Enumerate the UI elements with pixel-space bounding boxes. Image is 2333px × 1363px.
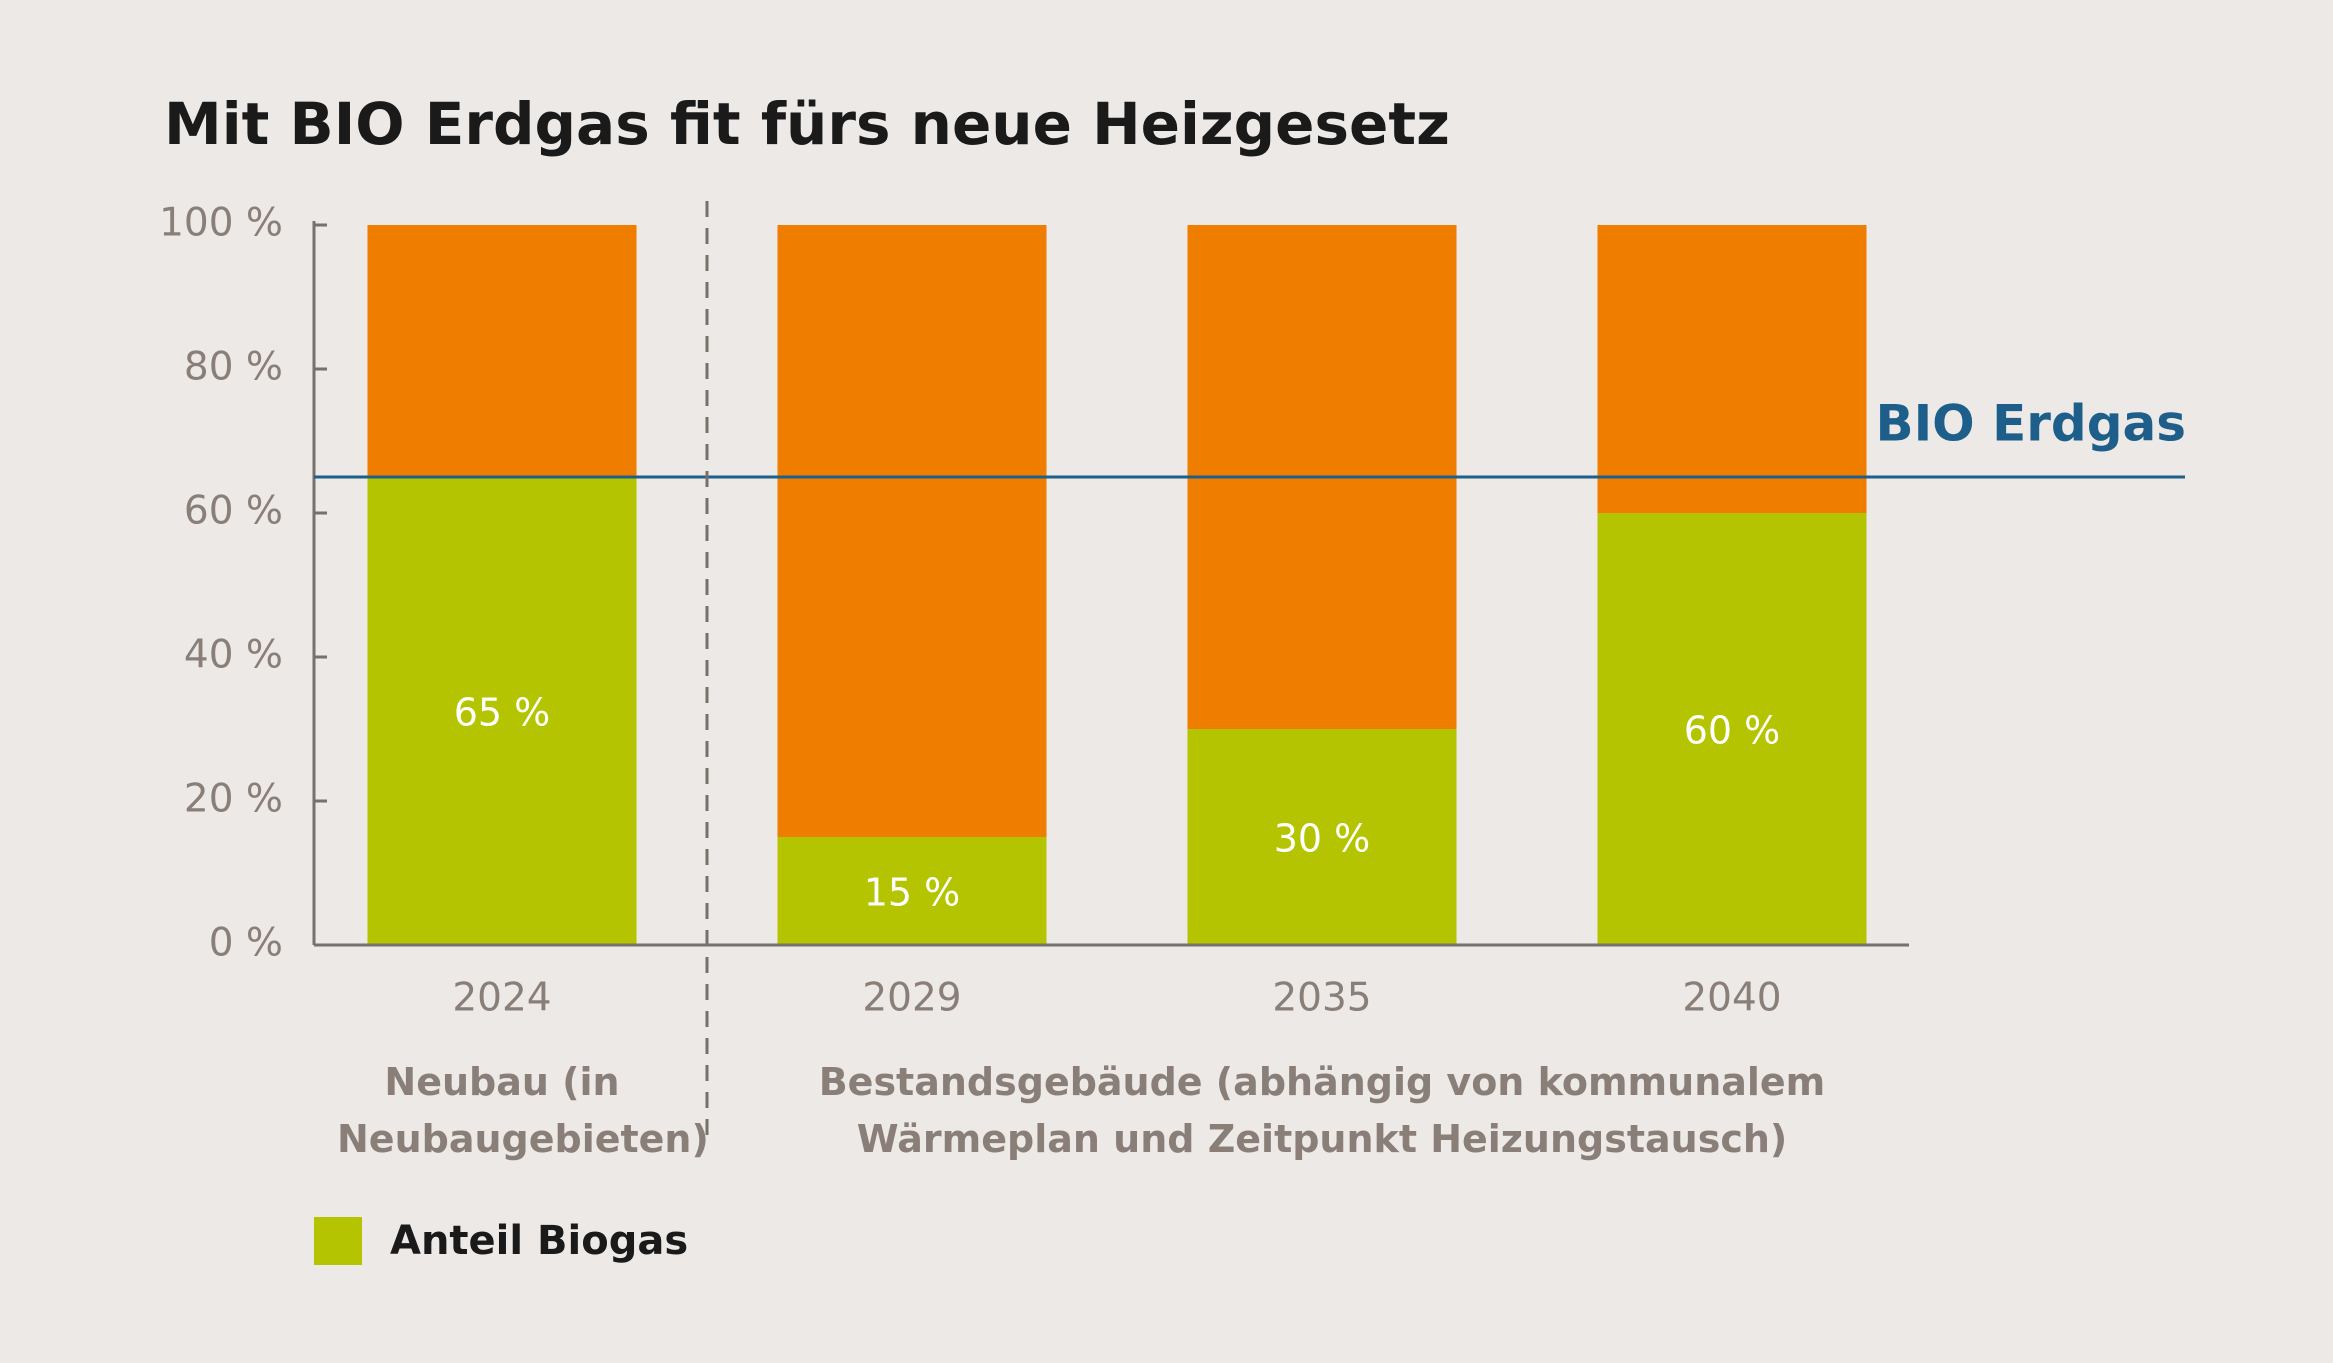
value-label: 60 % bbox=[1684, 709, 1781, 753]
y-tick-label: 60 % bbox=[184, 489, 283, 534]
y-tick-label: 20 % bbox=[184, 777, 283, 822]
value-label: 15 % bbox=[864, 871, 961, 915]
legend-swatch bbox=[314, 1217, 362, 1265]
bar-segment bbox=[1597, 513, 1867, 945]
chart-title: Mit BIO Erdgas fit fürs neue Heizgesetz bbox=[164, 90, 1450, 158]
y-tick-label: 80 % bbox=[184, 345, 283, 390]
x-tick-label: 2029 bbox=[862, 976, 961, 1021]
value-label: 30 % bbox=[1274, 817, 1371, 861]
legend-label: Anteil Biogas bbox=[390, 1218, 688, 1264]
bar-segment bbox=[777, 225, 1047, 837]
group-label: Neubau (in Neubaugebieten) bbox=[337, 1060, 709, 1161]
x-tick-label: 2035 bbox=[1272, 976, 1371, 1021]
y-tick-label: 0 % bbox=[209, 921, 283, 966]
x-tick-label: 2040 bbox=[1682, 976, 1781, 1021]
value-label: 65 % bbox=[454, 691, 551, 735]
reference-label: BIO Erdgas bbox=[1875, 395, 2186, 453]
bar-segment bbox=[367, 477, 637, 945]
bar-segment bbox=[367, 225, 637, 477]
y-tick-label: 100 % bbox=[159, 201, 283, 246]
bar-segment bbox=[1597, 225, 1867, 513]
y-tick-label: 40 % bbox=[184, 633, 283, 678]
x-tick-label: 2024 bbox=[452, 976, 551, 1021]
bar-segment bbox=[777, 837, 1047, 945]
bar-segment bbox=[1187, 729, 1457, 945]
group-label: Bestandsgebäude (abhängig von kommunalem… bbox=[818, 1060, 1826, 1161]
